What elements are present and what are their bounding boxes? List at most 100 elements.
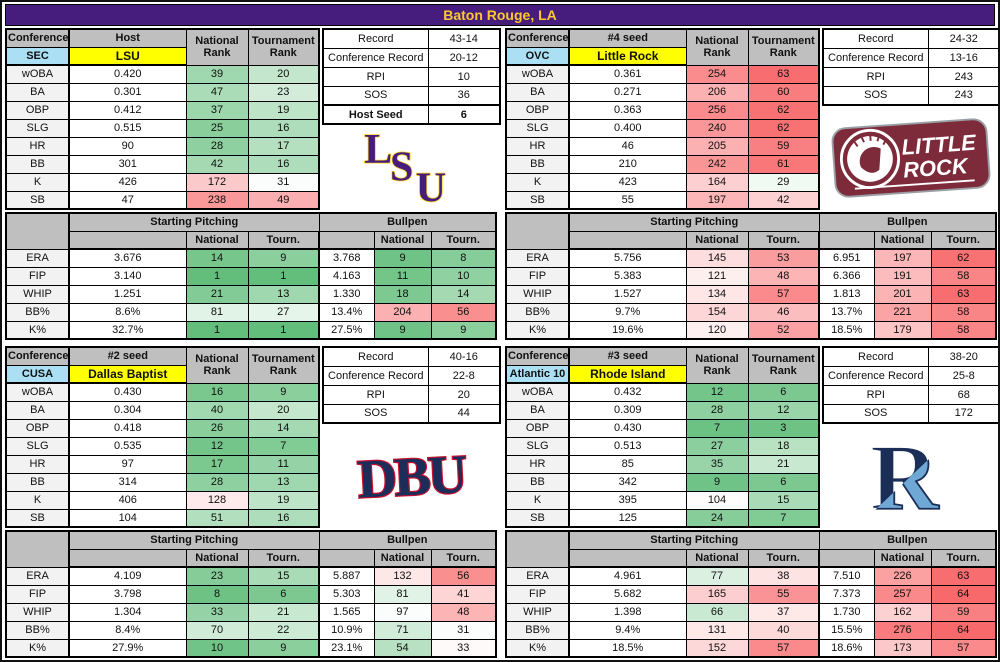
batting-stat-row: SB 55 197 42 [505,190,820,210]
starting-national-rank: 21 [185,284,249,304]
team-name: LSU [68,46,187,66]
conference-record-row: Conference Record 25-8 [822,365,998,386]
batting-stat-row: SB 125 24 7 [505,508,820,528]
sos-value: 172 [927,403,998,424]
stat-label: FIP [5,266,70,286]
national-rank-cell: 51 [185,508,249,528]
sos-row: SOS 44 [322,403,501,424]
stat-label: wOBA [505,382,570,402]
record-value: 40-16 [427,346,501,367]
tournament-rank-cell: 6 [747,472,820,492]
record-label: Record [822,28,929,49]
stat-label: WHIP [505,602,570,622]
bullpen-value-header [318,230,375,250]
starting-national-header: National [685,230,749,250]
starting-national-rank: 10 [185,638,249,658]
national-rank-cell: 238 [185,190,249,210]
starting-national-rank: 131 [685,620,749,640]
national-rank-header: National Rank [185,28,249,66]
sos-row: SOS 243 [822,85,998,106]
batting-and-record-section: Conference Host National Rank Tournament… [5,28,501,210]
stat-label: K [5,490,70,510]
pitching-stat-row: ERA 4.109 23 15 5.887 132 56 [5,566,497,586]
starting-national-rank: 154 [685,302,749,322]
team-panel-little-rock: Conference #4 seed National Rank Tournam… [505,28,998,340]
national-rank-cell: 9 [685,472,749,492]
tournament-rank-cell: 7 [747,508,820,528]
stat-value: 85 [568,454,687,474]
stat-label: HR [505,454,570,474]
stat-label: FIP [505,266,570,286]
batting-table: Conference #4 seed National Rank Tournam… [505,28,820,210]
stat-label: BB% [505,620,570,640]
starting-pitching-header: Starting Pitching [68,212,320,232]
svg-text:ROCK: ROCK [902,153,970,183]
bullpen-tourn-header: Tourn. [930,548,997,568]
starting-value: 1.251 [68,284,187,304]
conference-record-label: Conference Record [822,47,929,68]
starting-value: 3.676 [68,248,187,268]
starting-value: 9.4% [568,620,687,640]
conference-header: Conference [5,346,70,366]
stat-label: ERA [505,566,570,586]
national-rank-cell: 172 [185,172,249,192]
team-logo-area: R R [822,424,998,528]
batting-stat-row: BB 314 28 13 [5,472,320,492]
batting-stat-row: OBP 0.418 26 14 [5,418,320,438]
batting-stat-row: HR 46 205 59 [505,136,820,156]
bullpen-value: 5.303 [318,584,375,604]
record-table: Record 40-16 Conference Record 22-8 RPI 20 SOS… [322,346,501,424]
bullpen-value: 6.366 [818,266,875,286]
bullpen-national-rank: 257 [873,584,932,604]
starting-national-header: National [185,548,249,568]
bullpen-value: 18.6% [818,638,875,658]
stat-label: K [505,172,570,192]
pitching-stat-row: WHIP 1.304 33 21 1.565 97 48 [5,602,497,622]
starting-tourn-rank: 55 [747,584,820,604]
bullpen-tourn-rank: 8 [430,248,497,268]
bullpen-tourn-rank: 33 [430,638,497,658]
stat-value: 0.535 [68,436,187,456]
conference-name: Atlantic 10 [505,364,570,384]
pitching-stat-row: WHIP 1.251 21 13 1.330 18 14 [5,284,497,304]
conference-record-value: 22-8 [427,365,501,386]
batting-and-record-section: Conference #4 seed National Rank Tournam… [505,28,998,210]
starting-tourn-rank: 48 [747,266,820,286]
record-table: Record 24-32 Conference Record 13-16 RPI 243 S… [822,28,998,106]
svg-text:DBU: DBU [355,443,467,510]
stat-value: 0.432 [568,382,687,402]
little-rock-logo: LITTLE ROCK [831,118,990,198]
stat-label: OBP [505,100,570,120]
batting-stat-row: BB 210 242 61 [505,154,820,174]
batting-stat-row: SLG 0.535 12 7 [5,436,320,456]
stat-value: 0.304 [68,400,187,420]
bullpen-national-rank: 132 [373,566,432,586]
national-rank-cell: 197 [685,190,749,210]
starting-tourn-rank: 37 [747,602,820,622]
conference-record-row: Conference Record 20-12 [322,47,501,68]
national-rank-cell: 28 [185,136,249,156]
stat-value: 0.513 [568,436,687,456]
bullpen-value: 1.330 [318,284,375,304]
bullpen-tourn-rank: 48 [430,602,497,622]
national-rank-cell: 240 [685,118,749,138]
bullpen-national-rank: 162 [873,602,932,622]
stat-label: OBP [5,418,70,438]
record-row: Record 38-20 [822,346,998,367]
starting-value: 1.304 [68,602,187,622]
tournament-rank-cell: 17 [247,136,320,156]
stat-value: 90 [68,136,187,156]
rpi-value: 20 [427,384,501,405]
record-value: 38-20 [927,346,998,367]
conference-name: CUSA [5,364,70,384]
starting-national-rank: 165 [685,584,749,604]
bullpen-header: Bullpen [818,212,997,232]
stat-label: BA [505,82,570,102]
starting-value: 18.5% [568,638,687,658]
stat-label: BB [5,472,70,492]
tournament-rank-cell: 7 [247,436,320,456]
batting-stat-row: HR 97 17 11 [5,454,320,474]
batting-stat-row: BB 342 9 6 [505,472,820,492]
starting-value: 32.7% [68,320,187,340]
bullpen-national-rank: 226 [873,566,932,586]
